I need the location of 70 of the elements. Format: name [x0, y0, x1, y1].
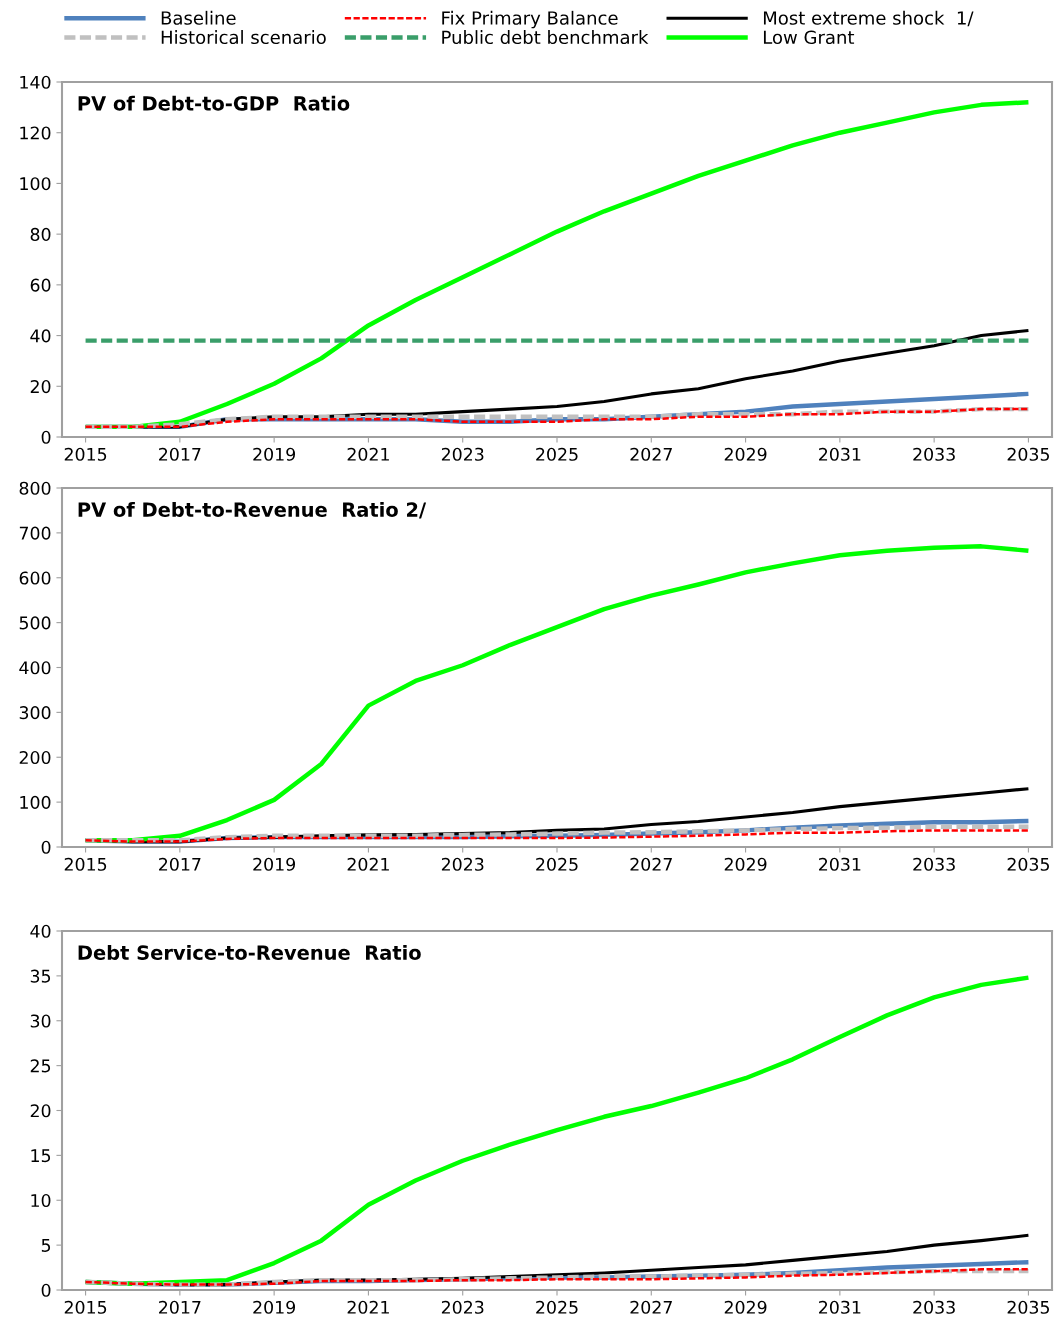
legend-label: Baseline — [161, 10, 236, 25]
text: PV of Debt-to-GDP Ratio — [78, 95, 350, 111]
y-tick-label: 0 — [41, 1283, 51, 1297]
x-tick-label: 2029 — [724, 1300, 767, 1314]
x-tick-label: 2017 — [159, 1300, 201, 1314]
y-tick-label: 10 — [31, 1193, 51, 1208]
x-tick-label: 2025 — [536, 447, 578, 461]
y-tick-label: 120 — [20, 126, 51, 140]
legend-label: Historical scenario — [161, 30, 326, 45]
x-tick-label: 2023 — [441, 857, 484, 871]
x-tick-label: 2027 — [630, 1300, 672, 1314]
x-tick-label: 2015 — [64, 1300, 107, 1314]
line-series — [83, 824, 1031, 843]
x-tick-label: 2033 — [913, 857, 955, 871]
y-tick-label: 800 — [19, 481, 51, 495]
x-tick-label: 2015 — [64, 857, 107, 871]
x-tick-label: 2017 — [159, 857, 201, 871]
x-tick-label: 2019 — [253, 1300, 296, 1314]
y-tick-label: 200 — [19, 750, 51, 765]
legend-label: Fix Primary Balance — [442, 10, 618, 29]
x-tick-label: 2019 — [253, 447, 296, 461]
y-tick-label: 80 — [30, 227, 51, 241]
y-tick-label: 100 — [20, 795, 51, 809]
y-tick-label: 400 — [19, 661, 51, 675]
y-tick-label: 20 — [30, 1104, 51, 1118]
legend-label: Low Grant — [763, 30, 855, 45]
y-tick-label: 5 — [41, 1239, 51, 1252]
x-tick-label: 2027 — [630, 447, 672, 461]
x-tick-label: 2031 — [819, 857, 861, 871]
y-tick-label: 20 — [30, 380, 51, 394]
x-tick-label: 2031 — [819, 1300, 861, 1314]
y-tick-label: 60 — [30, 278, 51, 292]
x-tick-label: 2033 — [913, 1300, 955, 1314]
y-tick-label: 15 — [31, 1149, 51, 1163]
y-tick-label: 700 — [19, 526, 51, 540]
x-tick-label: 2027 — [630, 857, 672, 871]
x-tick-label: 2033 — [913, 447, 955, 461]
x-tick-label: 2025 — [536, 1300, 578, 1314]
y-tick-label: 25 — [30, 1059, 51, 1073]
x-tick-label: 2015 — [64, 447, 107, 461]
y-tick-label: 300 — [19, 706, 51, 720]
y-tick-label: 40 — [30, 924, 51, 938]
y-tick-label: 35 — [30, 969, 51, 983]
x-tick-label: 2021 — [347, 1300, 389, 1314]
x-tick-label: 2031 — [819, 447, 861, 461]
x-tick-label: 2017 — [159, 447, 201, 461]
x-tick-label: 2029 — [724, 857, 767, 871]
y-tick-label: 40 — [30, 329, 51, 343]
y-tick-label: 600 — [19, 571, 51, 585]
legend-label: Most extreme shock 1/ — [763, 10, 974, 27]
x-tick-label: 2025 — [536, 857, 578, 871]
x-tick-label: 2035 — [1007, 857, 1049, 871]
x-tick-label: 2023 — [441, 1300, 484, 1314]
x-tick-label: 2035 — [1007, 447, 1049, 461]
x-tick-label: 2019 — [253, 857, 296, 871]
y-tick-label: 0 — [41, 840, 51, 854]
line-series — [84, 829, 1030, 843]
text: Debt Service-to-Revenue Ratio — [78, 944, 421, 960]
y-tick-label: 100 — [20, 177, 51, 191]
y-tick-label: 500 — [19, 616, 51, 630]
y-tick-label: 30 — [30, 1014, 51, 1028]
legend-label: Public debt benchmark — [442, 30, 649, 45]
x-tick-label: 2023 — [441, 447, 484, 461]
y-tick-label: 0 — [41, 430, 51, 444]
y-tick-label: 140 — [20, 75, 51, 89]
text: PV of Debt-to-Revenue Ratio 2/ — [78, 501, 427, 519]
x-tick-label: 2021 — [347, 447, 389, 461]
x-tick-label: 2029 — [724, 447, 767, 461]
x-tick-label: 2035 — [1007, 1300, 1049, 1314]
x-tick-label: 2021 — [347, 857, 389, 871]
